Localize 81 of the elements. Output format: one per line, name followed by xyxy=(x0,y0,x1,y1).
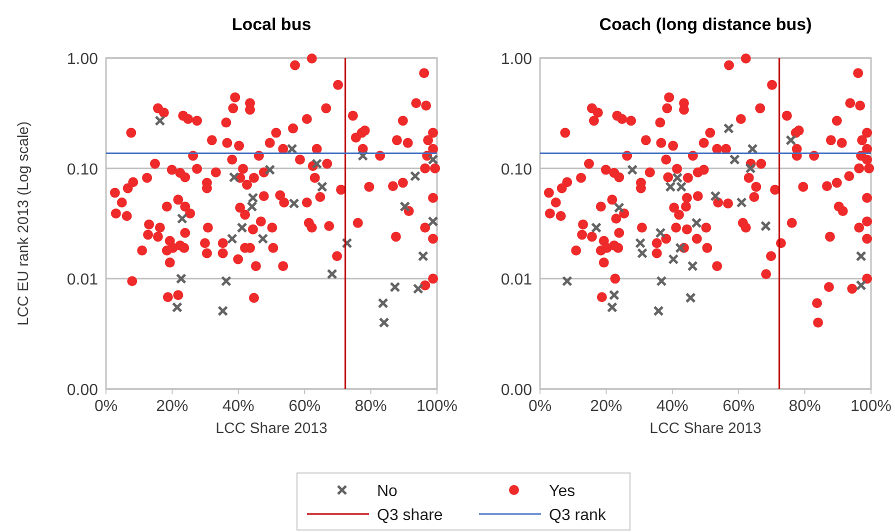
point xyxy=(856,250,866,262)
point xyxy=(590,222,602,233)
point xyxy=(228,172,240,183)
point xyxy=(226,233,238,244)
point xyxy=(760,220,772,232)
point xyxy=(614,202,624,213)
point xyxy=(316,182,328,192)
point xyxy=(736,197,747,208)
y-tick-label: 0.00 xyxy=(66,382,98,399)
chart-title: Coach (long distance bus) xyxy=(599,15,812,34)
y-tick-label: 0.10 xyxy=(500,161,532,178)
point xyxy=(729,154,740,165)
point xyxy=(176,213,188,224)
point xyxy=(428,216,438,227)
x-axis-title: LCC Share 2013 xyxy=(216,420,328,437)
y-tick-label: 0.01 xyxy=(500,272,532,289)
y-tick-label: 1.00 xyxy=(500,51,532,68)
point xyxy=(312,158,322,170)
x-tick-label: 20% xyxy=(590,398,622,415)
legend-label: No xyxy=(377,483,398,500)
x-tick-label: 80% xyxy=(354,398,387,415)
point xyxy=(154,115,166,126)
legend-label: Q3 rank xyxy=(549,507,607,524)
legend-label: Q3 share xyxy=(377,507,443,524)
point xyxy=(685,292,696,304)
point xyxy=(410,170,420,182)
point xyxy=(390,282,400,292)
x-axis-title: LCC Share 2013 xyxy=(650,420,762,437)
point xyxy=(378,317,390,328)
y-tick-label: 0.10 xyxy=(66,161,98,178)
point xyxy=(412,283,424,294)
point xyxy=(400,201,410,212)
point xyxy=(656,276,667,286)
point xyxy=(248,192,258,204)
point xyxy=(786,134,796,146)
point xyxy=(326,268,338,280)
x-tick-label: 80% xyxy=(788,398,821,415)
point xyxy=(691,218,702,228)
point xyxy=(723,123,734,134)
point xyxy=(264,164,276,176)
point xyxy=(634,238,646,248)
point xyxy=(687,260,698,272)
x-tick-label: 0% xyxy=(94,398,118,415)
point xyxy=(378,298,388,308)
x-tick-label: 100% xyxy=(850,398,892,415)
x-tick-label: 60% xyxy=(288,398,321,415)
legend-label: Yes xyxy=(549,483,576,500)
x-tick-label: 100% xyxy=(416,398,458,415)
x-tick-label: 20% xyxy=(156,398,188,415)
x-tick-label: 40% xyxy=(222,398,254,415)
point xyxy=(668,254,679,265)
point xyxy=(608,290,620,300)
point xyxy=(236,222,248,233)
x-tick-label: 40% xyxy=(656,398,688,415)
point xyxy=(288,198,300,209)
point xyxy=(745,163,756,174)
y-tick-label: 0.01 xyxy=(66,272,98,289)
x-tick-label: 60% xyxy=(722,398,755,415)
y-tick-label: 1.00 xyxy=(66,51,98,68)
point xyxy=(606,302,618,313)
point xyxy=(710,190,721,202)
point xyxy=(856,280,866,291)
point xyxy=(172,302,182,313)
y-tick-label: 0.00 xyxy=(500,382,532,399)
chart-title: Local bus xyxy=(232,15,312,34)
point xyxy=(258,233,268,244)
point xyxy=(218,306,228,316)
point xyxy=(672,172,683,184)
point xyxy=(627,164,638,176)
y-axis-title: LCC EU rank 2013 (Log scale) xyxy=(15,121,32,326)
point xyxy=(653,306,664,316)
point xyxy=(418,250,428,262)
x-tick-label: 0% xyxy=(528,398,552,415)
point xyxy=(176,273,186,284)
point xyxy=(675,242,686,254)
point xyxy=(562,276,572,286)
point xyxy=(655,228,666,238)
point xyxy=(428,154,438,165)
point xyxy=(246,201,258,212)
point xyxy=(220,276,232,286)
point xyxy=(636,248,648,259)
